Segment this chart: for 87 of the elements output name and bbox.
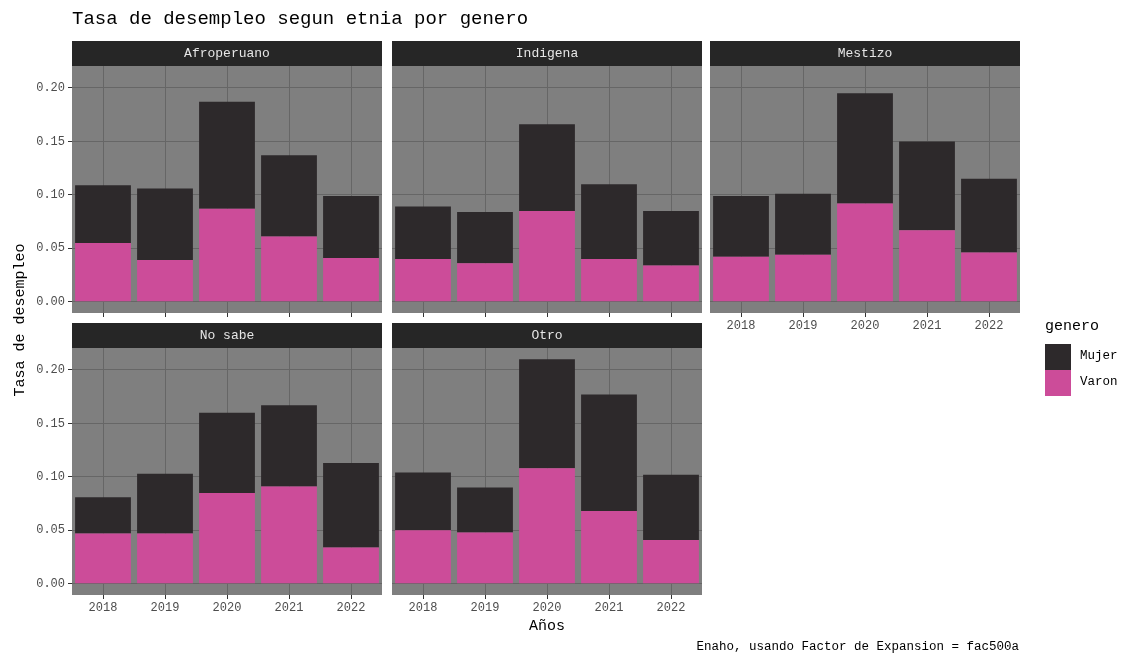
bar — [261, 405, 317, 487]
x-tick-label: 2022 — [336, 601, 366, 616]
x-tick-label: 2020 — [212, 601, 242, 616]
bar — [395, 259, 451, 302]
x-tick-label: 2019 — [788, 319, 818, 334]
bar — [395, 472, 451, 531]
bar — [261, 486, 317, 584]
chart-title: Indigena — [392, 41, 702, 66]
bar — [643, 539, 699, 584]
bar — [581, 259, 637, 302]
x-tick-label: 2022 — [974, 319, 1004, 334]
x-tick-label: 2021 — [912, 319, 942, 334]
bar — [323, 547, 379, 584]
bar — [643, 265, 699, 302]
chart-title: No sabe — [72, 323, 382, 348]
bar — [899, 230, 955, 302]
bar — [961, 252, 1017, 302]
x-tick-label: 2020 — [532, 601, 562, 616]
bar — [837, 93, 893, 204]
bar — [199, 492, 255, 584]
x-tick-label: 2021 — [274, 601, 304, 616]
chart-title: Afroperuano — [72, 41, 382, 66]
bar — [137, 188, 193, 261]
bar — [519, 210, 575, 302]
y-tick-label: 0.10 — [36, 188, 65, 203]
bar — [75, 497, 131, 534]
bar — [837, 203, 893, 302]
bar — [961, 178, 1017, 253]
y-tick-label: 0.00 — [36, 294, 65, 309]
legend-label: Mujer — [1080, 349, 1118, 363]
y-tick-label: 0.10 — [36, 470, 65, 485]
y-axis-title: Tasa de desempleo — [11, 243, 29, 397]
y-tick-label: 0.00 — [36, 576, 65, 591]
bar — [519, 468, 575, 584]
x-tick-label: 2018 — [726, 319, 756, 334]
bar — [199, 101, 255, 209]
bar — [899, 141, 955, 231]
bar — [75, 533, 131, 584]
bar — [581, 394, 637, 512]
y-tick-label: 0.20 — [36, 363, 65, 378]
bar — [775, 193, 831, 255]
bar — [137, 260, 193, 302]
chart-title: Otro — [392, 323, 702, 348]
bar — [457, 487, 513, 533]
text: Enaho, usando Factor de Expansion = fac500a — [696, 640, 1019, 654]
x-tick-label: 2021 — [594, 601, 624, 616]
bar — [137, 533, 193, 584]
bar — [457, 211, 513, 264]
x-tick-label: 2022 — [656, 601, 686, 616]
bar — [261, 155, 317, 237]
y-tick-label: 0.05 — [36, 241, 65, 256]
x-tick-label: 2020 — [850, 319, 880, 334]
bar — [261, 236, 317, 302]
bar — [643, 210, 699, 266]
bar — [323, 257, 379, 302]
x-tick-label: 2018 — [408, 601, 438, 616]
y-tick-label: 0.20 — [36, 81, 65, 96]
bar — [713, 256, 769, 302]
legend-label: Varon — [1080, 375, 1118, 389]
bar — [75, 242, 131, 302]
bar — [137, 473, 193, 534]
bar — [75, 185, 131, 243]
x-axis-title: Años — [528, 618, 566, 635]
bar — [643, 474, 699, 540]
bar — [323, 195, 379, 258]
bar — [457, 532, 513, 584]
x-tick-label: 2018 — [88, 601, 118, 616]
bar — [395, 206, 451, 259]
bar — [775, 254, 831, 302]
bar — [581, 511, 637, 584]
y-tick-label: 0.05 — [36, 523, 65, 538]
x-tick-label: 2019 — [150, 601, 180, 616]
bar — [199, 208, 255, 302]
bar — [395, 530, 451, 584]
y-tick-label: 0.15 — [36, 416, 65, 431]
bar — [199, 412, 255, 493]
bar — [519, 124, 575, 211]
chart-title: Mestizo — [710, 41, 1020, 66]
y-tick-label: 0.15 — [36, 134, 65, 149]
text: Tasa de desempleo segun etnia por genero — [72, 8, 529, 30]
bar — [519, 359, 575, 469]
bar — [713, 195, 769, 257]
bar — [323, 462, 379, 548]
legend-title: genero — [1045, 318, 1100, 335]
x-tick-label: 2019 — [470, 601, 500, 616]
bar — [457, 263, 513, 302]
bar — [581, 184, 637, 259]
